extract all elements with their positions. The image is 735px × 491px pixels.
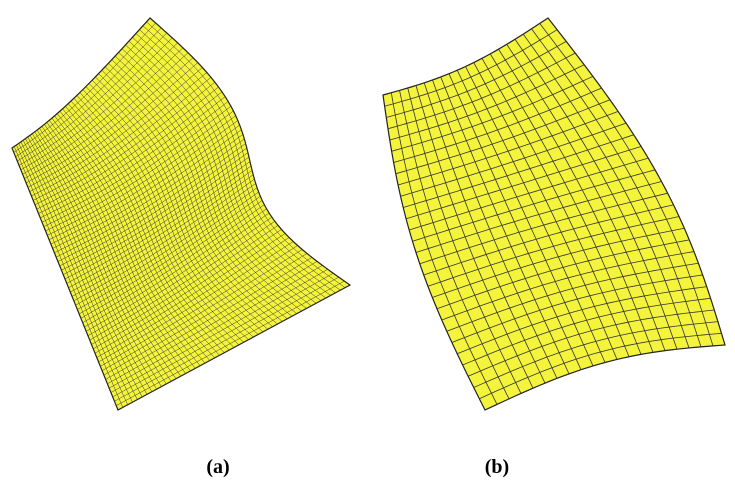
surface [383, 18, 725, 410]
mesh-b [383, 18, 725, 410]
mesh-a [12, 18, 350, 410]
panel-label: (b) [485, 456, 509, 478]
panel-label: (a) [206, 456, 229, 478]
figure: (a) (b) [0, 0, 735, 491]
